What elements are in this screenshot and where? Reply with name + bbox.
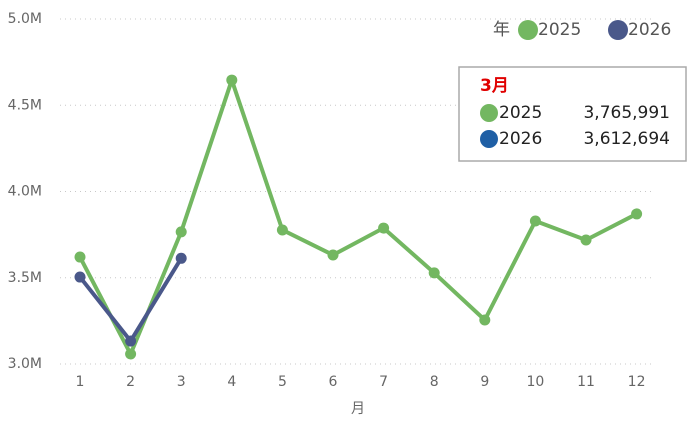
x-tick-label: 5: [278, 374, 287, 390]
tooltip-name: 2026: [499, 129, 542, 149]
tooltip-marker: [480, 104, 498, 122]
tooltip-marker: [480, 130, 498, 148]
x-tick-label: 1: [76, 374, 85, 390]
x-tick-label: 6: [329, 374, 338, 390]
data-point: [580, 234, 592, 246]
legend-title: 年: [493, 20, 510, 40]
data-point: [125, 335, 137, 347]
data-point: [226, 74, 238, 86]
y-tick-label: 3.0M: [8, 356, 42, 372]
data-point: [378, 222, 390, 234]
legend-marker: [608, 20, 628, 40]
x-tick-label: 9: [480, 374, 489, 390]
series-line: [78, 78, 638, 356]
x-tick-label: 10: [526, 374, 544, 390]
data-point: [479, 314, 491, 326]
data-point: [631, 208, 643, 220]
x-tick-label: 2: [126, 374, 135, 390]
x-tick-label: 3: [177, 374, 186, 390]
y-tick-label: 4.5M: [8, 97, 42, 113]
data-point: [529, 215, 541, 227]
legend-label: 2025: [538, 20, 581, 40]
data-point: [74, 251, 86, 263]
tooltip-value: 3,765,991: [583, 103, 670, 123]
x-tick-label: 7: [379, 374, 388, 390]
x-tick-label: 12: [628, 374, 646, 390]
legend-marker: [518, 20, 538, 40]
data-point: [74, 271, 86, 283]
data-point: [327, 249, 339, 261]
data-point: [175, 226, 187, 238]
y-tick-label: 5.0M: [8, 11, 42, 27]
tooltip-title: 3月: [480, 76, 509, 96]
legend-label: 2026: [628, 20, 671, 40]
x-tick-label: 8: [430, 374, 439, 390]
x-axis-label: 月: [351, 401, 365, 417]
x-tick-label: 4: [227, 374, 236, 390]
data-point: [125, 348, 137, 360]
x-tick-label: 11: [577, 374, 595, 390]
tooltip-name: 2025: [499, 103, 542, 123]
data-point: [175, 252, 187, 264]
y-tick-label: 3.5M: [8, 270, 42, 286]
data-point: [276, 224, 288, 236]
data-point: [428, 267, 440, 279]
tooltip-value: 3,612,694: [583, 129, 670, 149]
y-tick-label: 4.0M: [8, 184, 42, 200]
